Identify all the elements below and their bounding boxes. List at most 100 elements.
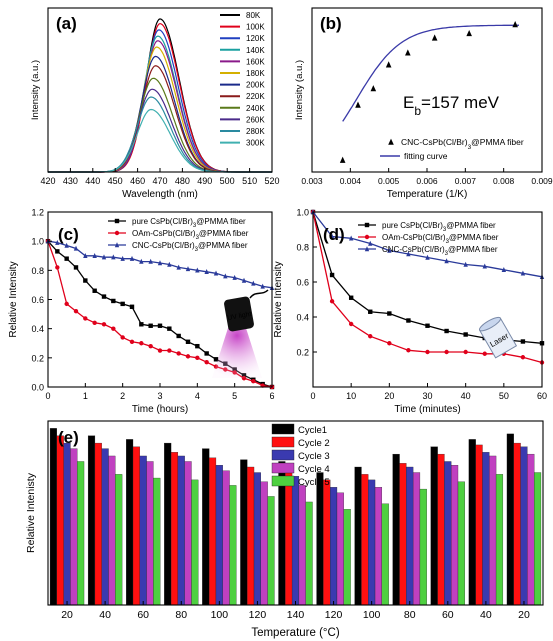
panel-label-a: (a) <box>56 14 77 33</box>
y-axis-d-tick-label: 0.2 <box>296 348 309 358</box>
bar <box>240 459 248 606</box>
laser-icon: Laser <box>478 316 518 359</box>
legend-label: 180K <box>246 69 265 78</box>
data-point <box>520 339 526 344</box>
bar <box>430 446 438 606</box>
data-point <box>195 267 200 273</box>
series-line-240K <box>48 77 272 173</box>
data-point <box>64 242 69 248</box>
x-axis-a-tick-label: 420 <box>40 176 55 186</box>
bar <box>77 461 85 606</box>
text-part: CNC-CsPb(Cl/Br) <box>401 137 468 147</box>
bar <box>506 433 514 606</box>
data-point <box>167 326 172 331</box>
x-axis-d-tick-label: 30 <box>422 391 432 401</box>
bar <box>222 470 230 606</box>
data-point <box>157 348 163 353</box>
x-axis-d-tick-label: 10 <box>346 391 356 401</box>
y-axis-c-tick-label: 0.2 <box>31 353 44 363</box>
data-point <box>260 283 265 289</box>
data-point <box>111 298 116 304</box>
legend-label: OAm-CsPb(Cl/Br)3@PMMA fiber <box>382 233 499 245</box>
bar <box>126 439 134 606</box>
x-axis-d-tick-label: 40 <box>461 391 471 401</box>
bar <box>260 481 268 606</box>
legend-swatch <box>271 436 295 448</box>
bar <box>437 453 445 606</box>
text-part: CNC-CsPb(Cl/Br) <box>132 241 195 250</box>
legend-label: 200K <box>246 81 265 90</box>
x-axis-b-tick-label: 0.004 <box>340 176 362 186</box>
data-point <box>405 49 411 56</box>
legend-label: CNC-CsPb(Cl/Br)3@PMMA fiber <box>401 137 524 151</box>
y-axis-c-tick-label: 0.4 <box>31 324 44 334</box>
text-part: @PMMA fiber <box>199 229 249 238</box>
bar <box>381 503 389 606</box>
data-point <box>512 21 518 28</box>
x-axis-label-c: Time (hours) <box>132 404 188 415</box>
legend-label: Cycle 5 <box>298 477 330 488</box>
data-point <box>251 280 256 286</box>
data-point <box>157 260 163 266</box>
data-point <box>348 321 354 327</box>
bar <box>63 442 71 606</box>
x-axis-b-tick-label: 0.003 <box>301 176 323 186</box>
bar <box>419 488 427 606</box>
data-point <box>385 61 392 68</box>
x-axis-e-tick-label: 140 <box>287 609 305 621</box>
data-point <box>167 348 172 353</box>
data-point <box>92 320 97 326</box>
x-axis-e-tick-label: 100 <box>211 609 229 621</box>
bar <box>489 455 497 606</box>
x-axis-e-tick-label: 20 <box>518 609 530 621</box>
data-point <box>129 255 135 261</box>
data-point <box>157 323 163 328</box>
data-point <box>482 263 487 269</box>
x-axis-e-tick-label: 40 <box>480 609 492 621</box>
data-point <box>120 335 125 340</box>
data-point <box>176 333 181 339</box>
x-axis-a-tick-label: 490 <box>197 176 212 186</box>
data-point <box>387 247 392 253</box>
data-point <box>425 254 430 260</box>
data-point <box>368 309 373 314</box>
legend-label: Cycle 3 <box>298 451 330 462</box>
text-part: pure CsPb(Cl/Br) <box>132 217 193 226</box>
x-axis-e-tick-label: 120 <box>325 609 343 621</box>
legend-marker <box>388 138 394 145</box>
legend-swatch <box>271 423 295 435</box>
x-axis-e-tick-label: 80 <box>175 609 187 621</box>
legend-label: Cycle1 <box>298 425 327 436</box>
legend-label: 120K <box>246 34 265 43</box>
uv-lamp-label: UV light <box>227 311 252 322</box>
data-point <box>520 355 526 360</box>
x-axis-b-tick-label: 0.006 <box>416 176 438 186</box>
text-part: @PMMA fiber <box>446 221 496 230</box>
x-axis-b-tick-label: 0.005 <box>378 176 400 186</box>
bar <box>475 444 483 606</box>
bar <box>139 455 147 606</box>
series-line-180K <box>48 46 272 173</box>
bar <box>305 501 313 606</box>
data-point <box>176 264 181 270</box>
text-part: =157 meV <box>421 93 500 112</box>
data-point <box>368 334 373 339</box>
y-axis-c-tick-label: 0.0 <box>31 383 44 393</box>
data-point <box>83 316 88 321</box>
legend-swatch <box>271 462 295 474</box>
text-part: E <box>403 93 414 112</box>
legend-label: 140K <box>246 46 265 55</box>
bar <box>94 442 102 606</box>
data-point <box>195 355 200 361</box>
x-axis-e-tick-label: 120 <box>249 609 267 621</box>
data-point <box>92 252 97 258</box>
legend-label: CNC-CsPb(Cl/Br)3@PMMA fiber <box>132 241 248 253</box>
data-point <box>148 323 153 328</box>
data-point <box>463 261 468 267</box>
data-point <box>431 34 438 41</box>
bar <box>534 472 542 606</box>
y-axis-d-tick-label: 0.6 <box>296 278 309 288</box>
data-point <box>406 251 411 257</box>
y-axis-c-tick-label: 1.0 <box>31 237 44 247</box>
